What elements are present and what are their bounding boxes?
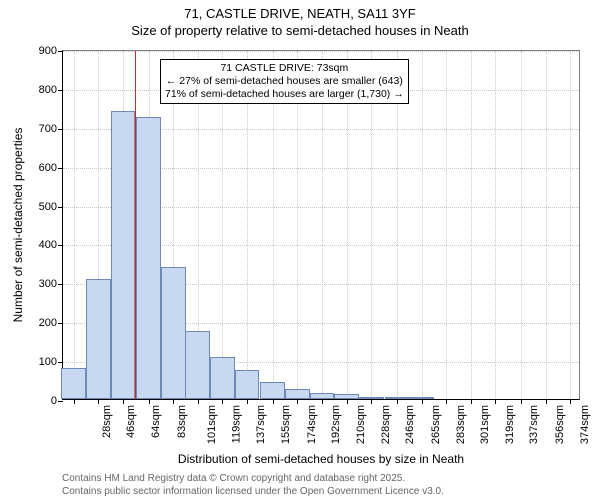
y-tick-label: 700	[39, 123, 63, 135]
x-tick	[422, 399, 423, 404]
x-tick-label: 210sqm	[355, 405, 367, 444]
x-tick	[98, 399, 99, 404]
plot-area: 010020030040050060070080090028sqm46sqm64…	[62, 50, 580, 400]
histogram-bar	[210, 357, 235, 399]
x-tick-label: 356sqm	[554, 405, 566, 444]
histogram-bar	[334, 394, 359, 399]
x-tick	[322, 399, 323, 404]
x-tick	[446, 399, 447, 404]
y-tick-label: 600	[39, 162, 63, 174]
histogram-bar	[61, 368, 86, 399]
x-tick	[371, 399, 372, 404]
y-tick-label: 400	[39, 239, 63, 251]
x-tick-label: 319sqm	[504, 405, 516, 444]
x-tick-label: 101sqm	[207, 405, 219, 444]
x-tick-label: 301sqm	[479, 405, 491, 444]
grid-line	[422, 51, 423, 399]
title-line-2: Size of property relative to semi-detach…	[0, 23, 600, 40]
chart-footer: Contains HM Land Registry data © Crown c…	[62, 472, 444, 498]
histogram-bar	[385, 397, 410, 399]
annotation-box: 71 CASTLE DRIVE: 73sqm← 27% of semi-deta…	[160, 59, 409, 104]
title-line-1: 71, CASTLE DRIVE, NEATH, SA11 3YF	[0, 6, 600, 23]
x-tick-label: 64sqm	[150, 405, 162, 438]
x-tick-label: 246sqm	[404, 405, 416, 444]
grid-line	[546, 51, 547, 399]
x-tick-label: 374sqm	[579, 405, 591, 444]
annotation-line: ← 27% of semi-detached houses are smalle…	[165, 75, 404, 88]
x-tick-label: 192sqm	[331, 405, 343, 444]
x-tick	[297, 399, 298, 404]
x-tick-label: 137sqm	[256, 405, 268, 444]
x-tick	[471, 399, 472, 404]
y-tick-label: 200	[39, 317, 63, 329]
x-tick	[521, 399, 522, 404]
x-tick	[149, 399, 150, 404]
reference-line	[135, 51, 136, 399]
grid-line	[471, 51, 472, 399]
x-tick-label: 228sqm	[380, 405, 392, 444]
grid-line	[63, 51, 579, 52]
y-axis-label: Number of semi-detached properties	[11, 50, 25, 400]
grid-line	[521, 51, 522, 399]
histogram-bar	[185, 331, 210, 399]
histogram-bar	[260, 382, 285, 399]
x-tick	[74, 399, 75, 404]
y-tick-label: 100	[39, 356, 63, 368]
histogram-bar	[310, 393, 335, 399]
histogram-bar	[136, 117, 161, 399]
x-tick	[347, 399, 348, 404]
x-tick-label: 155sqm	[280, 405, 292, 444]
grid-line	[570, 51, 571, 399]
x-tick-label: 174sqm	[306, 405, 318, 444]
x-tick-label: 337sqm	[528, 405, 540, 444]
annotation-line: 71 CASTLE DRIVE: 73sqm	[165, 62, 404, 75]
x-tick-label: 46sqm	[125, 405, 137, 438]
x-tick	[495, 399, 496, 404]
x-tick-label: 83sqm	[176, 405, 188, 438]
x-tick	[173, 399, 174, 404]
footer-line-1: Contains HM Land Registry data © Crown c…	[62, 472, 444, 485]
y-tick-label: 300	[39, 278, 63, 290]
y-tick-label: 500	[39, 201, 63, 213]
x-tick	[397, 399, 398, 404]
histogram-bar	[235, 370, 260, 399]
histogram-bar	[409, 397, 434, 399]
x-tick	[123, 399, 124, 404]
grid-line	[446, 51, 447, 399]
x-tick-label: 265sqm	[430, 405, 442, 444]
x-tick	[247, 399, 248, 404]
chart-container: 71, CASTLE DRIVE, NEATH, SA11 3YF Size o…	[0, 0, 600, 500]
grid-line	[74, 51, 75, 399]
x-tick	[198, 399, 199, 404]
grid-line	[495, 51, 496, 399]
y-tick-label: 900	[39, 45, 63, 57]
histogram-bar	[285, 389, 310, 399]
x-tick	[546, 399, 547, 404]
histogram-bar	[86, 279, 111, 399]
chart-title: 71, CASTLE DRIVE, NEATH, SA11 3YF Size o…	[0, 0, 600, 40]
y-tick-label: 800	[39, 84, 63, 96]
annotation-line: 71% of semi-detached houses are larger (…	[165, 88, 404, 101]
footer-line-2: Contains public sector information licen…	[62, 485, 444, 498]
x-tick	[222, 399, 223, 404]
x-tick-label: 119sqm	[230, 405, 242, 443]
histogram-bar	[359, 397, 384, 399]
x-tick	[570, 399, 571, 404]
x-tick-label: 283sqm	[455, 405, 467, 444]
histogram-bar	[111, 111, 136, 399]
histogram-bar	[161, 267, 186, 399]
x-tick	[273, 399, 274, 404]
x-tick-label: 28sqm	[101, 405, 113, 438]
x-axis-label: Distribution of semi-detached houses by …	[62, 452, 580, 466]
